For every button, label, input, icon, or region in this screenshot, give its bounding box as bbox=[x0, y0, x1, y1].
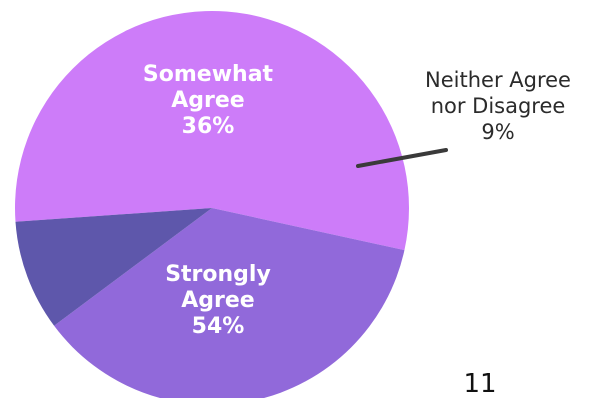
leader-line-neither-agree-nor-disagree bbox=[356, 148, 448, 168]
slice-label-strongly-agree: Strongly Agree 54% bbox=[165, 262, 271, 339]
slice-label-somewhat-agree: Somewhat Agree 36% bbox=[143, 62, 274, 139]
pie-labels: Strongly Agree 54% Somewhat Agree 36% Neither … bbox=[143, 62, 571, 339]
page-number: 11 bbox=[463, 369, 496, 398]
pie-slice-neither-agree-nor-disagree bbox=[15, 208, 212, 326]
slice-label-neither-agree-nor-disagree: Neither Agree nor Disagree 9% bbox=[425, 68, 571, 144]
pie-slice-strongly-agree bbox=[14, 10, 410, 251]
pie-slices bbox=[14, 10, 410, 398]
pie-slice-somewhat-agree bbox=[54, 208, 405, 398]
